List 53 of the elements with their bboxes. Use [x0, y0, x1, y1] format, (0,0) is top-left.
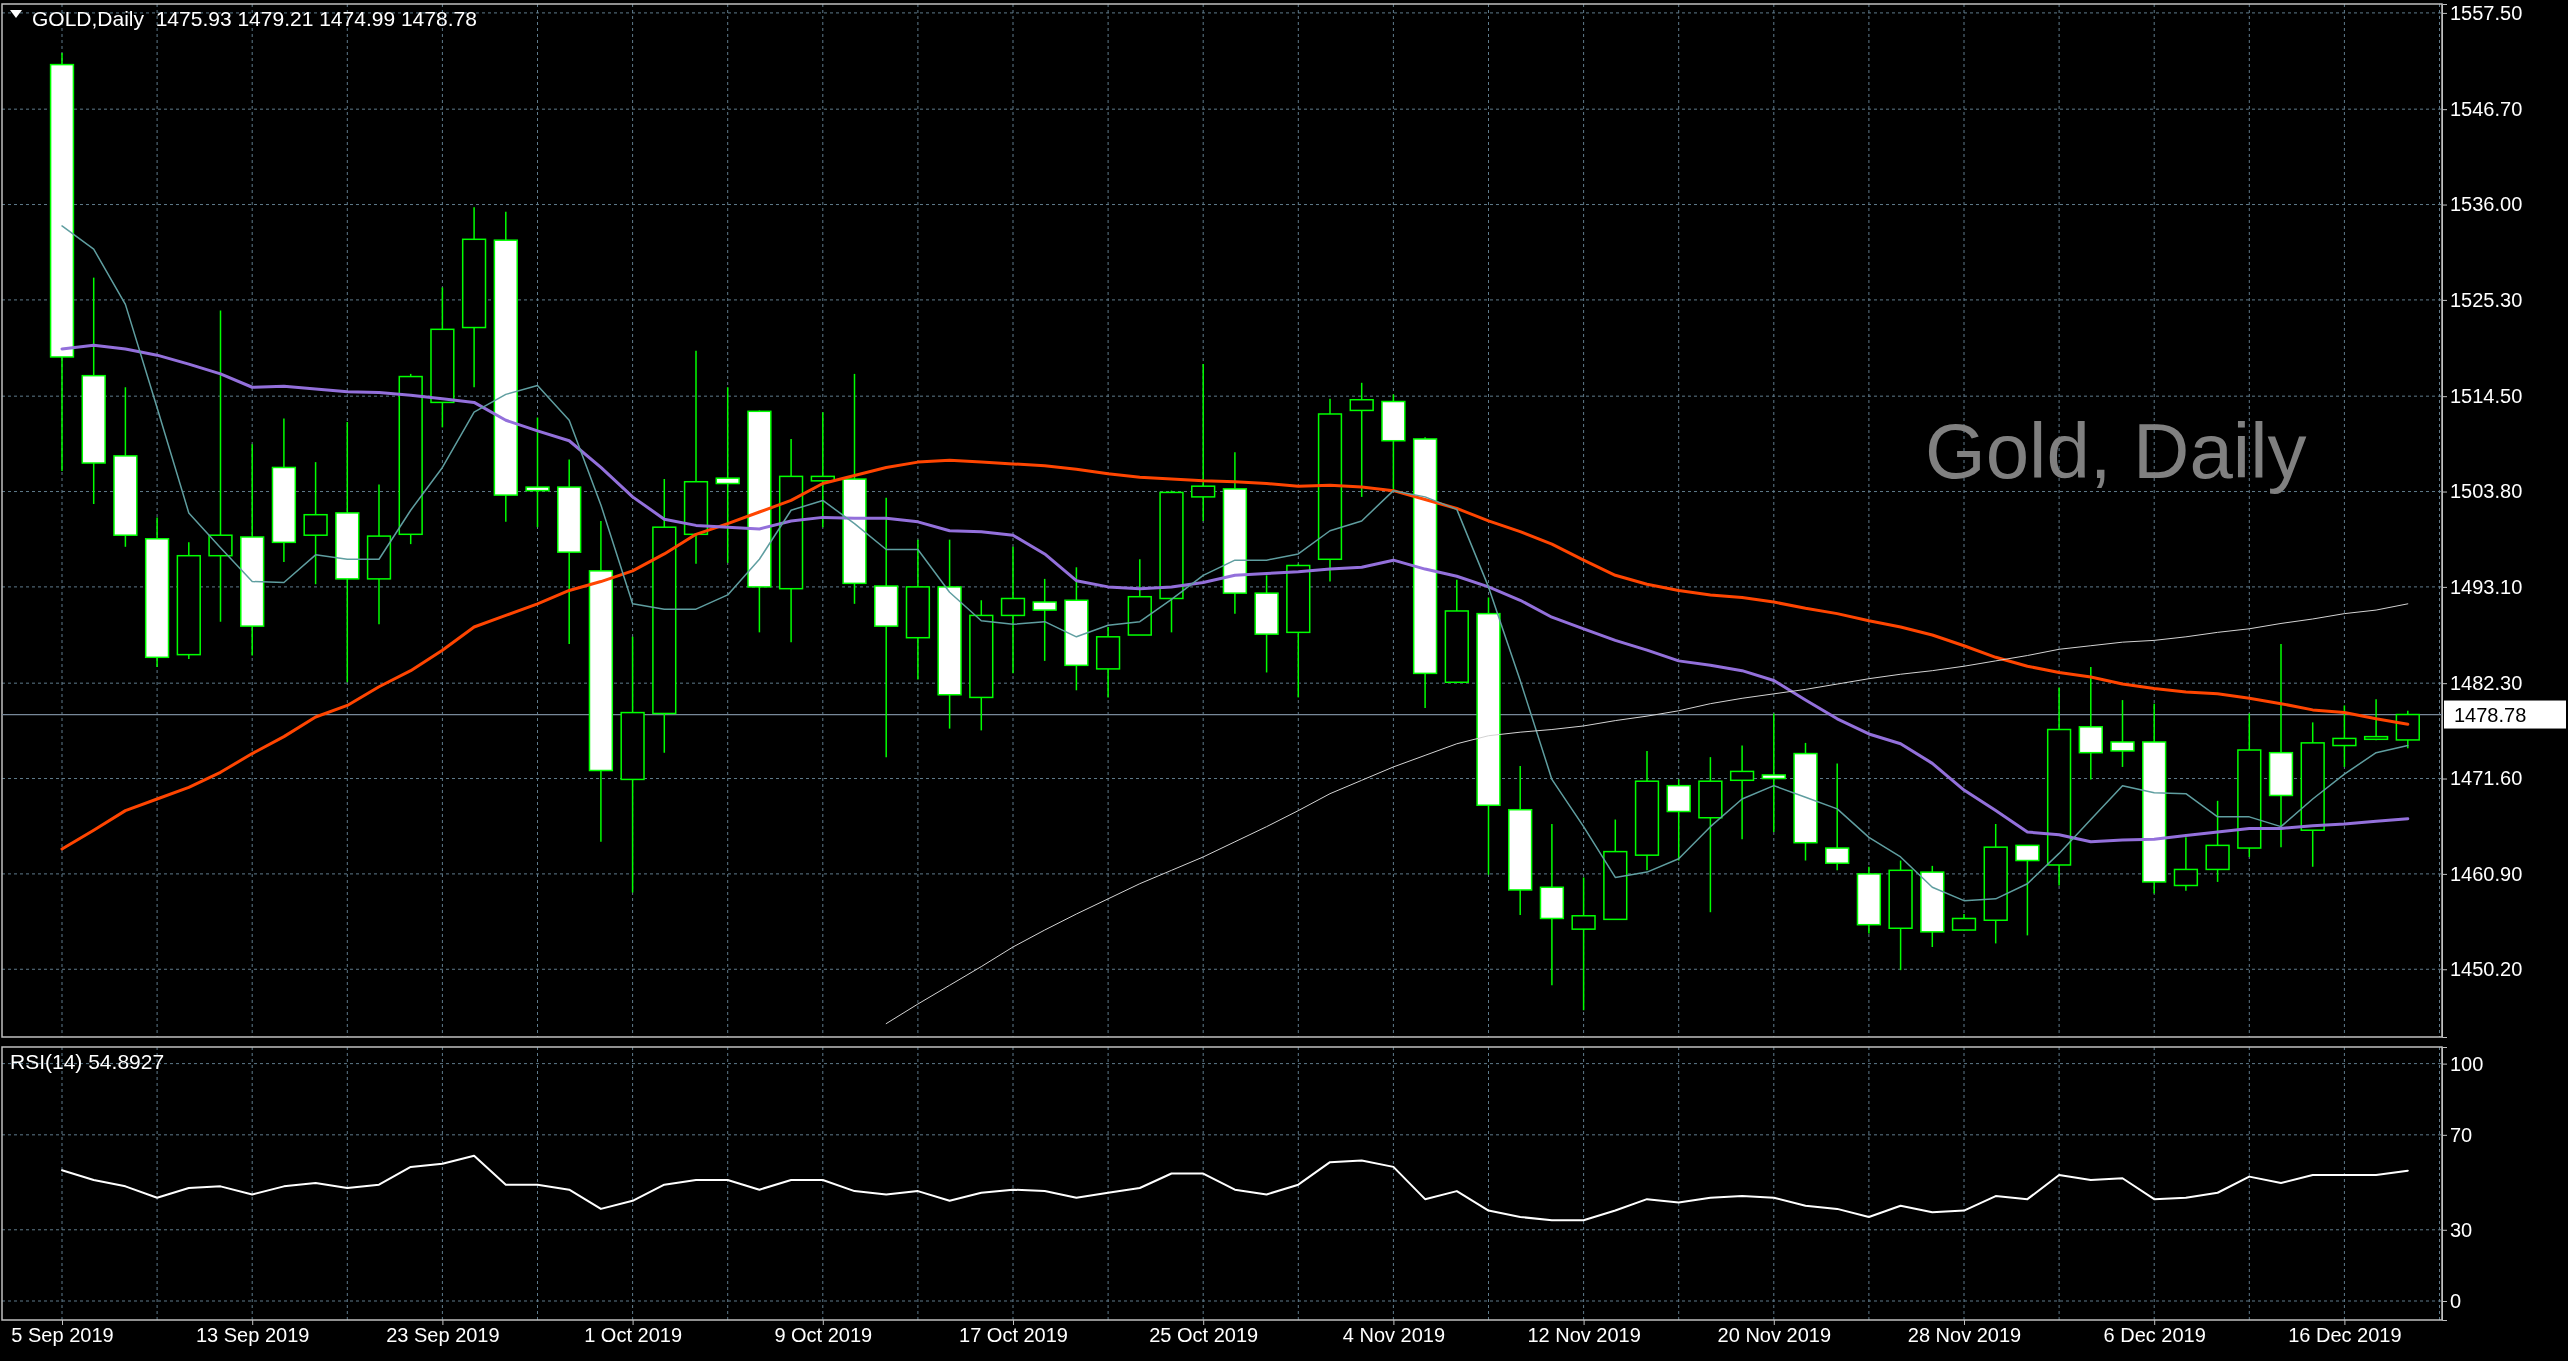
y-tick-label: 1493.10 [2450, 575, 2523, 598]
chart-title: RSI(14) 54.8927 [10, 1050, 165, 1073]
candlestick [1032, 578, 1057, 662]
y-tick-label: 1525.30 [2450, 288, 2523, 311]
x-tick-label: 5 Sep 2019 [11, 1324, 114, 1347]
candlestick [1761, 712, 1786, 833]
y-tick-label: 1514.50 [2450, 385, 2523, 408]
x-tick-label: 25 Oct 2019 [1149, 1324, 1259, 1347]
y-tick-label: 1450.20 [2450, 958, 2523, 981]
candlestick [1729, 744, 1755, 840]
y-tick-label: 1536.00 [2450, 193, 2523, 216]
candlestick [1000, 546, 1026, 675]
x-tick-label: 4 Nov 2019 [1342, 1324, 1446, 1347]
x-tick-label: 13 Sep 2019 [195, 1324, 310, 1347]
candlestick [1825, 762, 1850, 872]
candlestick [2173, 836, 2199, 892]
line-series [61, 1154, 2409, 1222]
candlestick [2363, 698, 2389, 741]
x-tick-label: 20 Nov 2019 [1717, 1324, 1832, 1347]
ref-line-label: 1478.78 [2454, 703, 2527, 726]
y-tick-label: 1557.50 [2450, 1, 2523, 24]
y-tick-label: 1460.90 [2450, 862, 2523, 885]
line-series [60, 343, 2410, 844]
candlestick [2110, 699, 2135, 768]
x-tick-label: 1 Oct 2019 [584, 1324, 683, 1347]
y-tick-label: 0 [2450, 1289, 2462, 1312]
candlestick [1349, 382, 1374, 498]
y-tick-label: 1546.70 [2450, 98, 2523, 121]
candlestick [2332, 704, 2357, 768]
chart-title: GOLD,Daily 1475.93 1479.21 1474.99 1478.78 [32, 7, 477, 30]
x-tick-label: 16 Dec 2019 [2288, 1324, 2402, 1347]
x-tick-label: 17 Oct 2019 [959, 1324, 1068, 1347]
x-tick-label: 6 Dec 2019 [2103, 1324, 2206, 1347]
x-tick-label: 23 Sep 2019 [386, 1324, 500, 1347]
y-tick-label: 1471.60 [2450, 767, 2523, 790]
x-tick-label: 28 Nov 2019 [1907, 1324, 2022, 1347]
y-tick-label: 100 [2450, 1052, 2484, 1075]
x-tick-label: 9 Oct 2019 [774, 1324, 873, 1347]
annotation: Gold, Daily [1925, 407, 2307, 495]
y-tick-label: 1482.30 [2450, 672, 2523, 695]
candlestick [525, 416, 550, 528]
candlestick [303, 461, 328, 585]
candlestick [1191, 363, 1216, 522]
candlestick [1571, 876, 1596, 1012]
y-tick-label: 1503.80 [2450, 480, 2523, 503]
candlestick [208, 309, 233, 623]
x-tick-label: 12 Nov 2019 [1527, 1324, 1641, 1347]
candlestick [715, 386, 740, 564]
y-tick-label: 30 [2450, 1218, 2473, 1241]
line-series [885, 603, 2409, 1025]
y-tick-label: 70 [2450, 1123, 2473, 1146]
line-series [61, 225, 2409, 902]
candlestick [2015, 844, 2040, 937]
